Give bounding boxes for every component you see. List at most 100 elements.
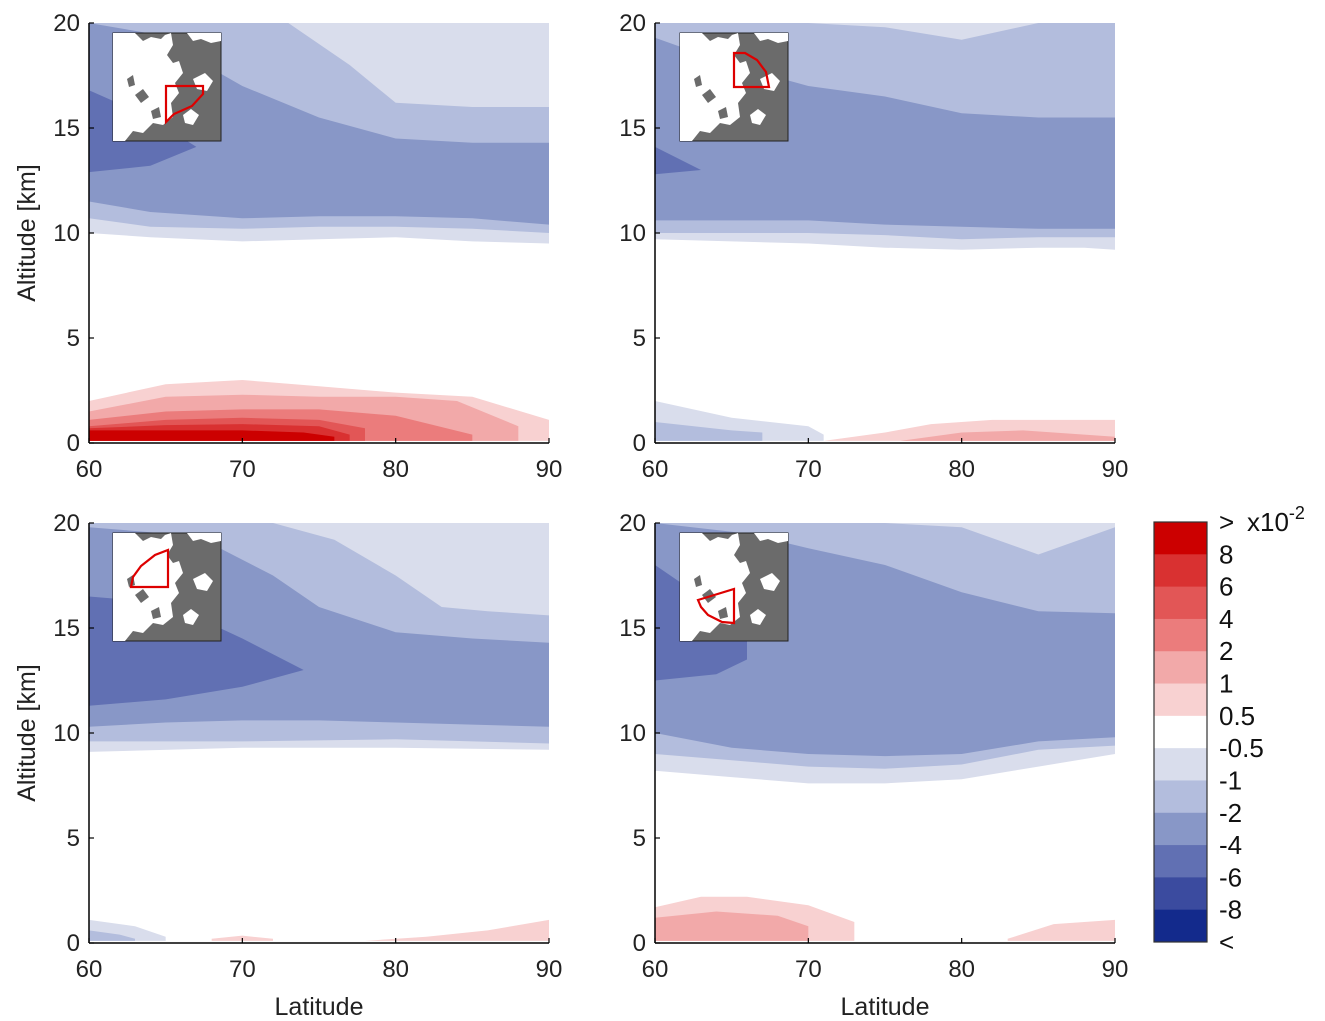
colorbar-tick-label: 0.5 [1219, 701, 1255, 731]
inset-map [679, 32, 789, 142]
inset-land [187, 533, 221, 543]
y-tick-label: 20 [619, 10, 646, 37]
inset-land [754, 533, 788, 543]
colorbar-multiplier: x10-2 [1247, 503, 1305, 537]
colorbar-tick-label: -4 [1219, 830, 1242, 860]
colorbar-swatch [1154, 780, 1207, 814]
y-tick-label: 0 [67, 930, 80, 957]
y-tick-label: 10 [53, 720, 80, 747]
colorbar-tick-label: -6 [1219, 862, 1242, 892]
colorbar-swatch [1154, 586, 1207, 620]
x-tick-label: 60 [642, 456, 669, 483]
y-tick-label: 15 [619, 615, 646, 642]
inset-land [680, 533, 750, 641]
inset-land [750, 109, 766, 125]
colorbar-swatch [1154, 909, 1207, 943]
inset-land [183, 609, 199, 625]
x-tick-label: 60 [642, 956, 669, 983]
panel-top-right: 60 70 80 90 0 5 10 15 20 [619, 10, 1128, 483]
contour-band-1 [365, 919, 549, 941]
y-tick-label: 20 [619, 510, 646, 537]
inset-region-outline [732, 51, 771, 89]
x-tick-label: 70 [795, 456, 822, 483]
contour-band-2 [655, 911, 809, 941]
contour-band--6 [655, 146, 701, 175]
x-tick-label: 90 [536, 956, 563, 983]
colorbar-swatch [1154, 877, 1207, 911]
y-tick-label: 15 [619, 115, 646, 142]
y-tick-label: 5 [633, 325, 646, 352]
y-tick-label: 5 [633, 825, 646, 852]
inset-region-outline [164, 84, 205, 125]
colorbar-tick-label: 6 [1219, 572, 1233, 602]
colorbar-swatch [1154, 651, 1207, 685]
colorbar-swatch [1154, 683, 1207, 717]
panel-top-left: 60 70 80 90 0 5 10 15 20 Altitude [km] [13, 10, 562, 483]
inset-water [135, 589, 149, 603]
colorbar-tick-label: > [1219, 507, 1234, 537]
y-tick-label: 20 [53, 10, 80, 37]
y-tick-label: 0 [633, 930, 646, 957]
x-tick-label: 90 [536, 456, 563, 483]
colorbar-tick-label: -1 [1219, 765, 1242, 795]
y-tick-label: 5 [67, 325, 80, 352]
inset-water [127, 75, 135, 87]
x-tick-label: 60 [76, 456, 103, 483]
contour-band-> [89, 430, 335, 441]
inset-water [694, 75, 702, 87]
y-tick-label: 0 [633, 430, 646, 457]
x-tick-label: 60 [76, 956, 103, 983]
inset-land [680, 33, 750, 141]
inset-land [183, 109, 199, 125]
colorbar-swatch [1154, 554, 1207, 588]
inset-region-outline [696, 587, 736, 625]
inset-map [112, 532, 222, 642]
colorbar-swatch [1154, 618, 1207, 652]
inset-land [187, 33, 221, 43]
inset-water [718, 107, 728, 119]
panel-bottom-right: 60 70 80 90 0 5 10 15 20 Latitude [619, 510, 1128, 1021]
x-tick-label: 70 [229, 956, 256, 983]
inset-region-outline [129, 548, 170, 589]
y-tick-label: 10 [619, 220, 646, 247]
x-tick-label: 70 [795, 956, 822, 983]
x-tick-label: 80 [948, 956, 975, 983]
x-tick-label: 90 [1102, 456, 1129, 483]
inset-land [754, 33, 788, 43]
x-tick-label: 90 [1102, 956, 1129, 983]
y-axis-title: Altitude [km] [13, 164, 41, 302]
colorbar-tick-label: < [1219, 927, 1234, 957]
inset-land [750, 609, 766, 625]
colorbar-swatch [1154, 812, 1207, 846]
contour-band-1 [1007, 919, 1115, 941]
inset-water [694, 575, 702, 587]
inset-water [135, 89, 149, 103]
colorbar-multiplier-exponent: -2 [1289, 503, 1305, 523]
y-tick-label: 15 [53, 615, 80, 642]
x-tick-label: 80 [948, 456, 975, 483]
contour-band--2 [89, 930, 135, 941]
y-tick-label: 20 [53, 510, 80, 537]
colorbar-frame [1153, 521, 1208, 943]
colorbar-tick-label: 4 [1219, 604, 1233, 634]
y-tick-label: 10 [53, 220, 80, 247]
colorbar-swatch [1154, 748, 1207, 781]
panel-bottom-left: 60 70 80 90 0 5 10 15 20 Altitude [km] Latitude [13, 510, 562, 1021]
contour-band-2 [900, 430, 1115, 441]
colorbar-swatch [1154, 845, 1207, 878]
x-axis-title: Latitude [841, 993, 930, 1021]
colorbar-tick-label: -2 [1219, 798, 1242, 828]
colorbar-tick-label: 1 [1219, 669, 1233, 699]
y-tick-label: 0 [67, 430, 80, 457]
y-axis-title: Altitude [km] [13, 664, 41, 802]
contour-band--2 [655, 422, 763, 441]
x-tick-label: 80 [382, 956, 409, 983]
inset-map [112, 32, 222, 142]
y-tick-label: 15 [53, 115, 80, 142]
colorbar-tick-label: 2 [1219, 636, 1233, 666]
inset-water [702, 89, 716, 103]
x-axis-title: Latitude [275, 993, 364, 1021]
colorbar-tick-label: -8 [1219, 895, 1242, 925]
